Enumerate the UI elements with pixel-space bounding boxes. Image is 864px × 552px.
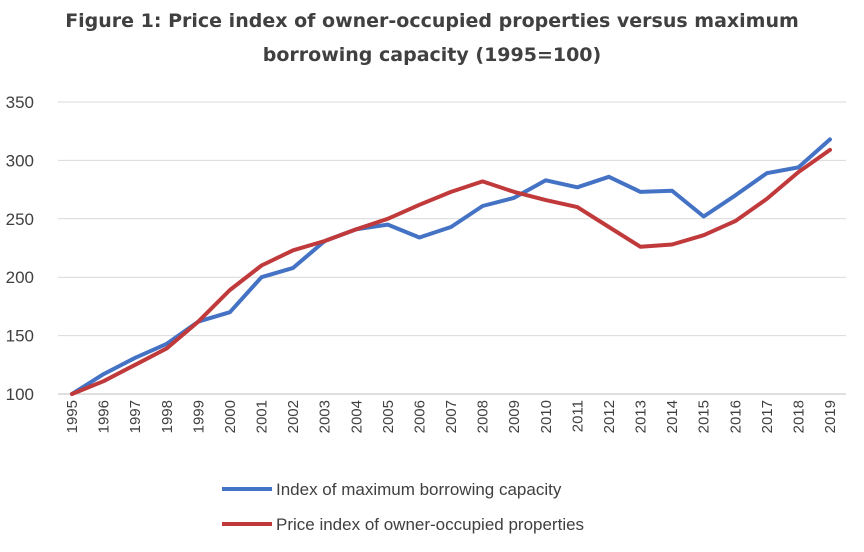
x-tick-label: 1997	[127, 400, 144, 433]
y-tick-label: 200	[6, 268, 34, 287]
y-tick-label: 300	[6, 151, 34, 170]
y-axis-ticks: 100 150 200 250 300 350	[6, 93, 34, 404]
x-tick-label: 2008	[475, 400, 492, 433]
x-tick-label: 1996	[96, 400, 113, 433]
x-tick-label: 2013	[633, 400, 650, 433]
x-tick-label: 2019	[822, 400, 839, 433]
x-tick-label: 2014	[664, 400, 681, 433]
x-tick-label: 2018	[790, 400, 807, 433]
y-tick-label: 250	[6, 210, 34, 229]
x-tick-label: 2004	[348, 400, 365, 433]
legend: Index of maximum borrowing capacity Price…	[222, 480, 584, 534]
y-tick-label: 350	[6, 93, 34, 112]
x-tick-label: 2016	[727, 400, 744, 433]
x-tick-label: 2015	[696, 400, 713, 433]
x-tick-label: 2012	[601, 400, 618, 433]
y-tick-label: 150	[6, 327, 34, 346]
x-tick-label: 1999	[190, 400, 207, 433]
chart-title-line-2: borrowing capacity (1995=100)	[262, 44, 602, 66]
x-tick-label: 2000	[222, 400, 239, 433]
x-tick-label: 2017	[759, 400, 776, 433]
chart-title-line-1: Figure 1: Price index of owner-occupied …	[65, 10, 799, 32]
x-tick-label: 2009	[506, 400, 523, 433]
series-lines	[70, 137, 832, 396]
series-line-0	[70, 137, 832, 396]
x-tick-label: 2005	[380, 400, 397, 433]
legend-label-1: Price index of owner-occupied properties	[276, 515, 584, 534]
x-tick-label: 2001	[254, 400, 271, 433]
x-tick-label: 2011	[569, 400, 586, 432]
series-line-1	[70, 147, 832, 396]
x-tick-label: 2007	[443, 400, 460, 433]
legend-label-0: Index of maximum borrowing capacity	[276, 480, 562, 499]
x-tick-label: 1998	[159, 400, 176, 433]
x-tick-label: 2002	[285, 400, 302, 433]
x-tick-label: 2003	[317, 400, 334, 433]
gridlines	[58, 101, 846, 395]
x-tick-label: 1995	[64, 400, 81, 433]
x-tick-label: 2006	[411, 400, 428, 433]
x-tick-label: 2010	[538, 400, 555, 433]
x-axis-ticks: 1995 1996 1997 1998 1999 2000 2001 2002 2003 2004…	[64, 400, 839, 433]
y-tick-label: 100	[6, 385, 34, 404]
